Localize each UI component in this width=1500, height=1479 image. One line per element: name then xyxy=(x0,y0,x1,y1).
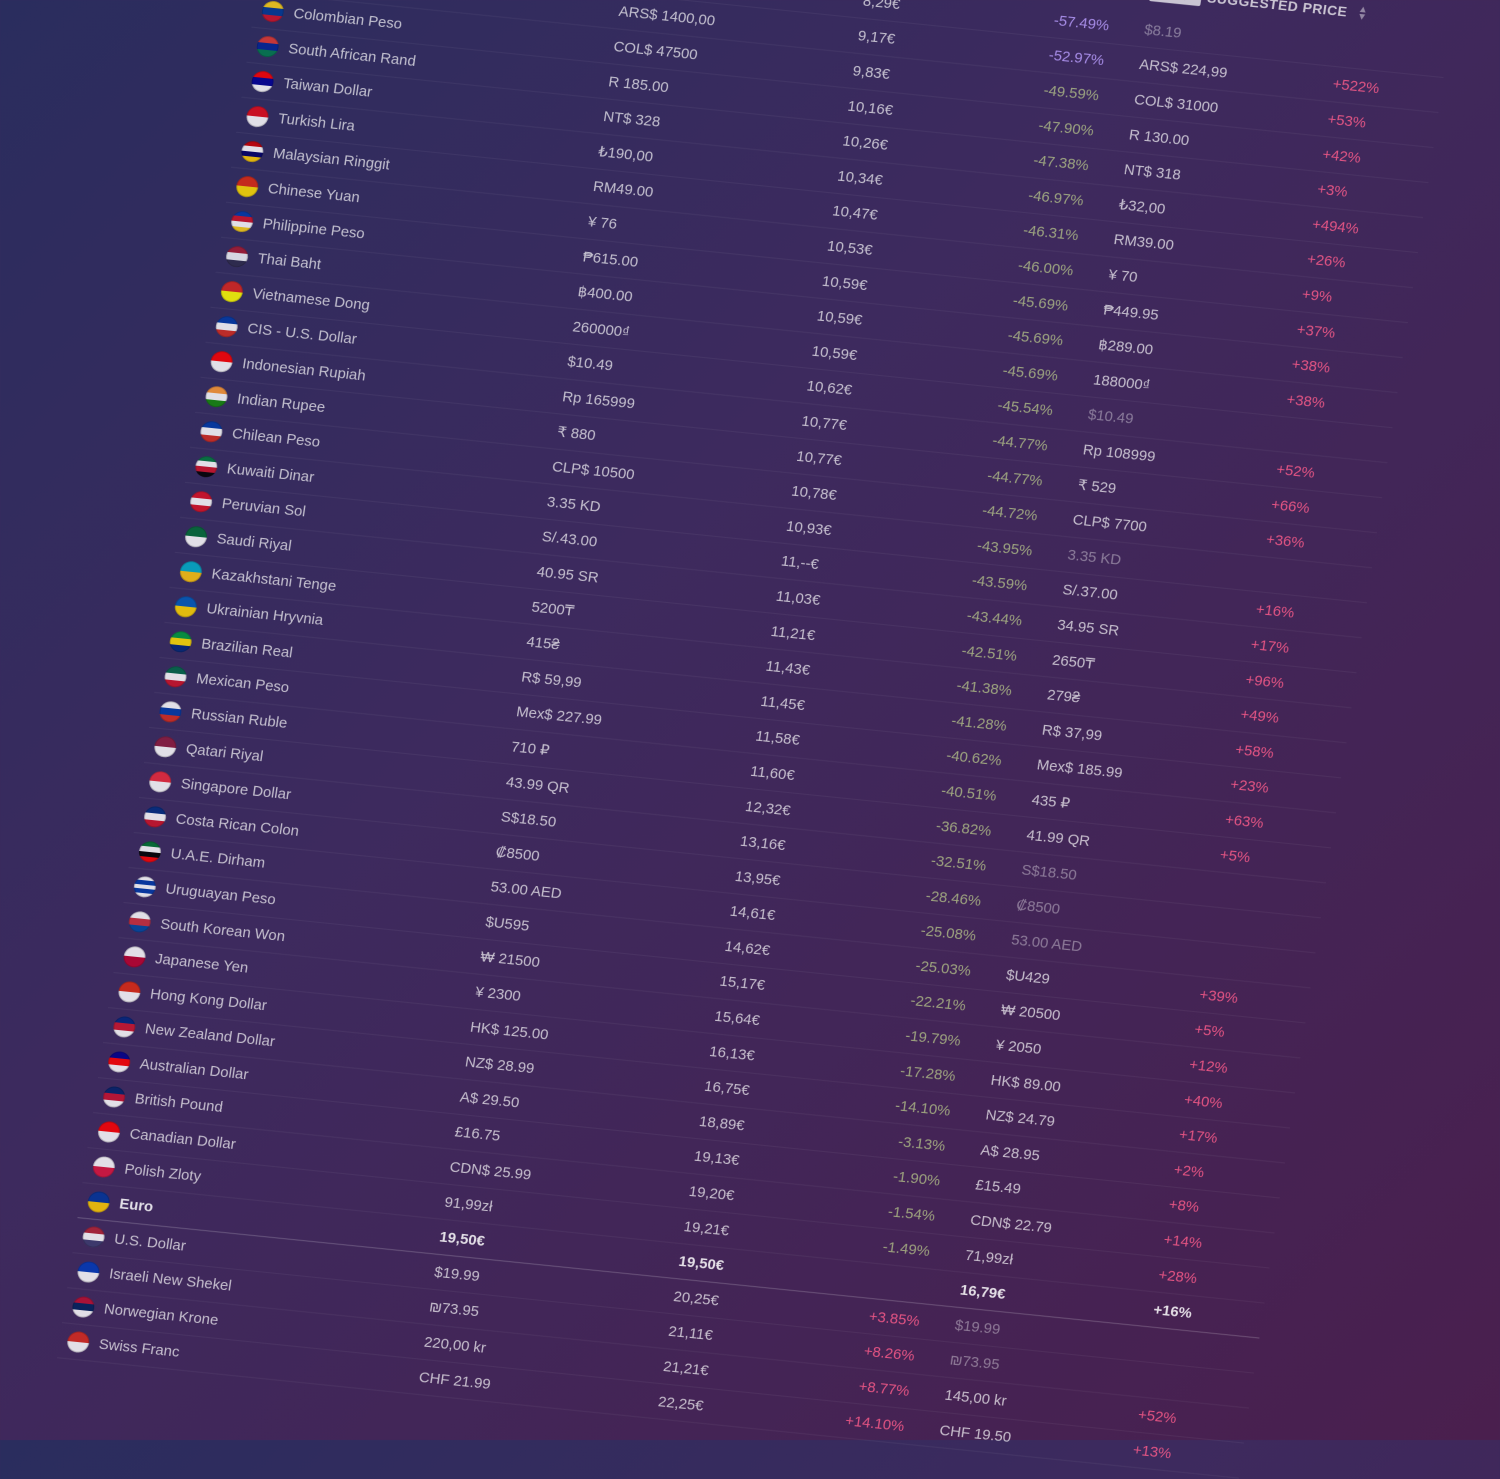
current-price: $8.19 xyxy=(614,0,858,18)
flag-icon xyxy=(214,316,239,339)
currency-name: Russian Ruble xyxy=(190,707,288,733)
currency-name: Singapore Dollar xyxy=(180,777,292,804)
flag-icon xyxy=(245,106,270,129)
currency-name: Ukrainian Hryvnia xyxy=(205,601,324,629)
flag-icon xyxy=(173,596,198,619)
flag-icon xyxy=(255,36,280,59)
flag-icon xyxy=(209,351,234,374)
flag-icon xyxy=(112,1016,137,1039)
flag-icon xyxy=(225,246,250,269)
flag-icon xyxy=(250,71,275,94)
flag-icon xyxy=(199,421,224,444)
currency-name: South Korean Won xyxy=(159,917,286,946)
flag-icon xyxy=(148,771,173,794)
sort-icon: ▲▼ xyxy=(1356,7,1368,23)
flag-icon xyxy=(138,841,163,864)
flag-icon xyxy=(143,806,168,829)
flag-icon xyxy=(235,176,260,199)
price-table-panel: CURRENCY ▲▼ CURRENT PRICE ▲▼ CONVERTED P… xyxy=(57,0,1454,1479)
flag-icon xyxy=(153,736,178,759)
currency-name: U.A.E. Dirham xyxy=(169,847,266,873)
flag-icon xyxy=(184,526,209,549)
flag-icon xyxy=(240,141,265,164)
header-converted-price[interactable]: CONVERTED PRICE ▲▼ xyxy=(858,0,1145,12)
currency-name: Qatari Riyal xyxy=(185,742,265,766)
flag-icon xyxy=(122,946,147,969)
flag-icon xyxy=(168,631,193,654)
flag-icon xyxy=(179,561,204,584)
flag-icon xyxy=(158,701,183,724)
flag-icon xyxy=(117,981,142,1004)
currency-name: Mexican Peso xyxy=(195,672,290,698)
flag-icon xyxy=(194,456,219,479)
valve-badge-icon: VALVᴱ xyxy=(1149,0,1203,7)
flag-icon xyxy=(230,211,255,234)
currency-price-table: CURRENCY ▲▼ CURRENT PRICE ▲▼ CONVERTED P… xyxy=(57,0,1454,1479)
currency-name: Japanese Yen xyxy=(154,952,249,978)
currency-name: Uruguayan Peso xyxy=(164,882,276,909)
flag-icon xyxy=(127,911,152,934)
flag-icon xyxy=(260,1,285,24)
header-suggested-price[interactable]: VALVᴱSUGGESTED PRICE ▲▼ xyxy=(1139,0,1454,44)
flag-icon xyxy=(132,876,157,899)
converted-price: 8,29€ xyxy=(853,0,969,29)
flag-icon xyxy=(163,666,188,689)
flag-icon xyxy=(189,491,214,514)
flag-icon xyxy=(204,386,229,409)
flag-icon xyxy=(219,281,244,304)
